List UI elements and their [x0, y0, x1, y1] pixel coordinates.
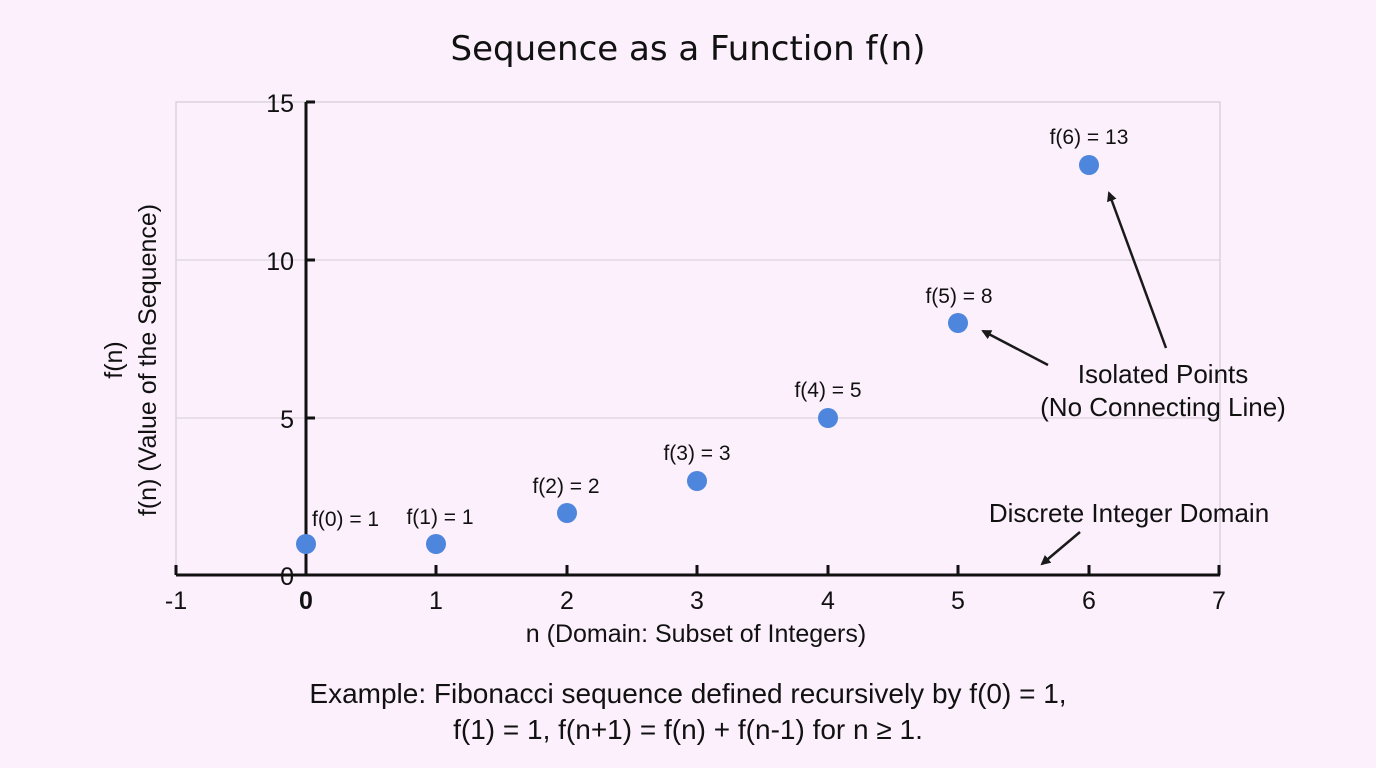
point-label: f(5) = 8	[925, 285, 992, 308]
x-axis-label: n (Domain: Subset of Integers)	[526, 620, 866, 648]
data-points	[296, 155, 1099, 554]
caption-line2: f(1) = 1, f(n+1) = f(n) + f(n-1) for n ≥…	[453, 714, 923, 745]
arrow-to-f6	[1107, 191, 1168, 349]
chart-title: Sequence as a Function f(n)	[451, 29, 926, 69]
point-labels: f(0) = 1 f(1) = 1 f(2) = 2 f(3) = 3 f(4)…	[312, 126, 1128, 531]
x-tick-label: 4	[821, 587, 835, 615]
y-tick-label: 15	[266, 90, 294, 118]
x-tick-label: 2	[560, 587, 574, 615]
y-tick-label: 0	[280, 563, 294, 591]
point-label: f(4) = 5	[794, 379, 861, 402]
data-point	[296, 534, 316, 554]
y-axis-label-line2: f(n) (Value of the Sequence)	[134, 204, 162, 516]
caption: Example: Fibonacci sequence defined recu…	[0, 676, 1376, 748]
x-tick-label: 1	[429, 587, 443, 615]
x-tick-label: -1	[165, 587, 187, 615]
x-tick-label: 3	[690, 587, 704, 615]
point-label: f(1) = 1	[406, 506, 473, 529]
x-tick-label: 6	[1082, 587, 1096, 615]
annotation-isolated-points: Isolated Points (No Connecting Line)	[981, 191, 1286, 422]
data-point	[818, 408, 838, 428]
caption-line1: Example: Fibonacci sequence defined recu…	[309, 678, 1067, 709]
y-tick-labels: 0 5 10 15	[266, 90, 294, 591]
y-axis-label: f(n) f(n) (Value of the Sequence)	[100, 204, 162, 516]
y-tick-label: 10	[266, 248, 294, 276]
data-point	[1079, 155, 1099, 175]
point-label: f(0) = 1	[312, 508, 379, 531]
x-tick-label: 5	[951, 587, 965, 615]
annotation-discrete-domain: Discrete Integer Domain	[989, 498, 1269, 566]
data-point	[687, 471, 707, 491]
arrow-to-x-axis	[1040, 531, 1081, 566]
point-label: f(3) = 3	[663, 442, 730, 465]
point-label: f(6) = 13	[1050, 126, 1129, 149]
x-tick-labels: -1 0 1 2 3 4 5 6 7	[165, 587, 1226, 615]
data-point	[948, 313, 968, 333]
data-point	[557, 503, 577, 523]
x-tick-label: 0	[299, 587, 313, 615]
point-label: f(2) = 2	[532, 475, 599, 498]
x-tick-label: 7	[1212, 587, 1226, 615]
data-point	[426, 534, 446, 554]
y-axis-label-line1: f(n)	[100, 341, 128, 379]
axes	[174, 100, 1221, 577]
annotation-text-line2: (No Connecting Line)	[1040, 392, 1286, 422]
arrow-to-f5	[981, 329, 1049, 367]
annotation-text-line1: Isolated Points	[1078, 359, 1249, 389]
annotation-text: Discrete Integer Domain	[989, 498, 1269, 528]
y-tick-label: 5	[280, 406, 294, 434]
